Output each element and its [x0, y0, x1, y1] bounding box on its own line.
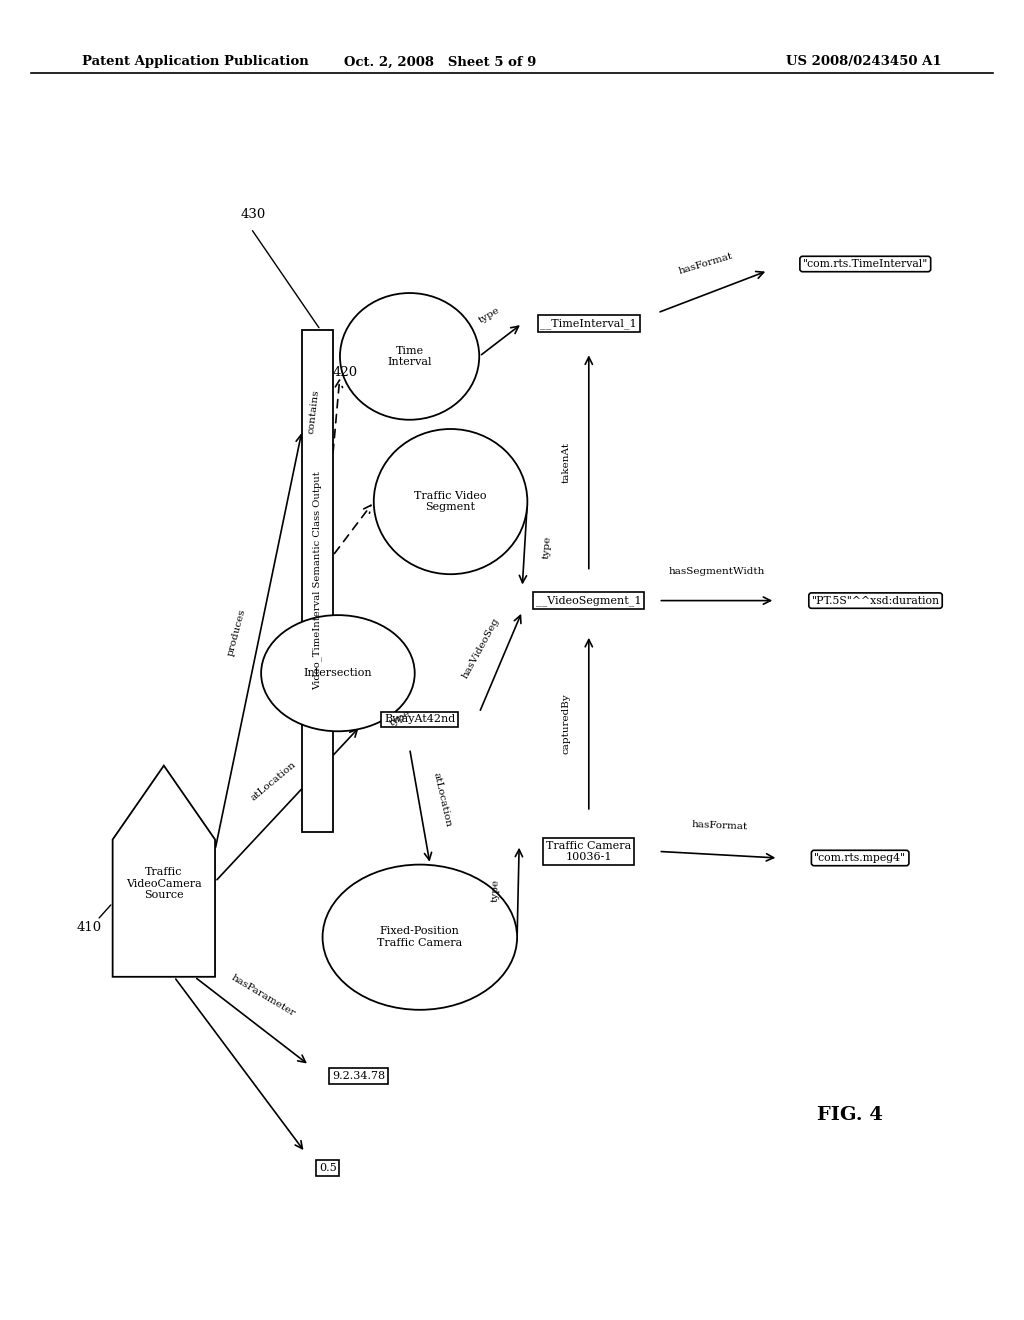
Text: __VideoSegment_1: __VideoSegment_1: [536, 595, 642, 606]
Text: produces: produces: [226, 609, 248, 657]
Ellipse shape: [323, 865, 517, 1010]
Text: Intersection: Intersection: [303, 668, 373, 678]
Text: Fixed-Position
Traffic Camera: Fixed-Position Traffic Camera: [377, 927, 463, 948]
Text: Oct. 2, 2008   Sheet 5 of 9: Oct. 2, 2008 Sheet 5 of 9: [344, 55, 537, 69]
Text: atLocation: atLocation: [249, 760, 298, 803]
Text: type: type: [542, 535, 553, 558]
Text: US 2008/0243450 A1: US 2008/0243450 A1: [786, 55, 942, 69]
Text: 430: 430: [241, 207, 266, 220]
FancyBboxPatch shape: [302, 330, 333, 832]
Text: Video_TimeInterval Semantic Class Output: Video_TimeInterval Semantic Class Output: [312, 471, 323, 690]
Text: "PT.5S"^^xsd:duration: "PT.5S"^^xsd:duration: [811, 595, 940, 606]
Text: "com.rts.TimeInterval": "com.rts.TimeInterval": [803, 259, 928, 269]
Text: 420: 420: [333, 366, 358, 379]
Ellipse shape: [261, 615, 415, 731]
Text: Traffic
VideoCamera
Source: Traffic VideoCamera Source: [126, 867, 202, 900]
Text: 9.2.34.78: 9.2.34.78: [332, 1071, 385, 1081]
Text: capturedBy: capturedBy: [562, 693, 570, 754]
Ellipse shape: [340, 293, 479, 420]
Text: hasVideoSeg: hasVideoSeg: [461, 616, 501, 680]
Text: contains: contains: [307, 389, 322, 434]
Text: FIG. 4: FIG. 4: [817, 1106, 883, 1125]
Text: 0.5: 0.5: [318, 1163, 337, 1173]
Text: Patent Application Publication: Patent Application Publication: [82, 55, 308, 69]
Text: "com.rts.mpeg4": "com.rts.mpeg4": [814, 853, 906, 863]
Text: 410: 410: [77, 920, 102, 933]
Text: Traffic Video
Segment: Traffic Video Segment: [415, 491, 486, 512]
Text: hasSegmentWidth: hasSegmentWidth: [669, 568, 765, 576]
Text: Time
Interval: Time Interval: [387, 346, 432, 367]
Text: hasParameter: hasParameter: [229, 973, 297, 1019]
Text: type: type: [477, 305, 502, 325]
Ellipse shape: [374, 429, 527, 574]
Polygon shape: [113, 766, 215, 977]
Text: type: type: [490, 879, 501, 902]
Text: hasFormat: hasFormat: [678, 252, 734, 276]
Text: takenAt: takenAt: [562, 441, 570, 483]
Text: __TimeInterval_1: __TimeInterval_1: [541, 318, 637, 329]
Text: hasFormat: hasFormat: [691, 820, 748, 832]
Text: BwayAt42nd: BwayAt42nd: [384, 714, 456, 725]
Text: Traffic Camera
10036-1: Traffic Camera 10036-1: [546, 841, 632, 862]
Text: atLocation: atLocation: [431, 772, 453, 829]
Text: type: type: [388, 708, 413, 727]
